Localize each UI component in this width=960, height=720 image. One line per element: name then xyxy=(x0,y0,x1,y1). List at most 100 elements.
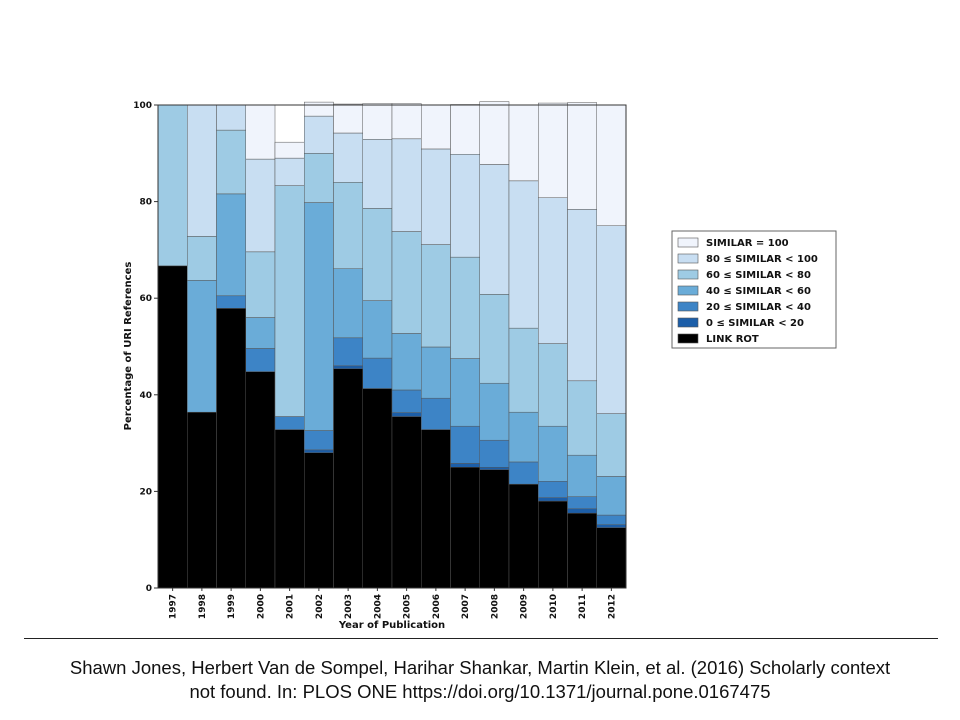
bar-segment-2003-s2 xyxy=(333,337,363,367)
bar-segment-2004-s2 xyxy=(362,357,393,389)
bar-segment-2007-s1 xyxy=(450,463,480,468)
bar-segment-2003-s5 xyxy=(333,132,363,183)
bar-segment-2002-s0 xyxy=(304,452,334,589)
bar-segment-1998-s4 xyxy=(187,236,217,281)
bar-segment-2004-s6 xyxy=(362,103,393,140)
bar-segment-2004-s4 xyxy=(362,208,393,301)
bar-segment-2001-s4 xyxy=(274,185,305,417)
bar-segment-2005-s0 xyxy=(391,416,422,589)
bar-segment-1997-s4 xyxy=(157,104,188,267)
figure-caption: Shawn Jones, Herbert Van de Sompel, Hari… xyxy=(0,656,960,704)
bar-segment-2009-s6 xyxy=(508,104,539,182)
y-axis-ticks: 0 20 40 60 80 100 xyxy=(133,101,158,594)
bar-segment-2004-s0 xyxy=(362,388,393,589)
bar-segment-2005-s2 xyxy=(391,389,422,413)
bar-segment-2011-s5 xyxy=(567,209,597,382)
y-tick-label: 80 xyxy=(139,198,152,208)
x-tick-label-2008: 2008 xyxy=(490,594,500,619)
bar-segment-2002-s5 xyxy=(304,115,334,154)
legend-label: SIMILAR = 100 xyxy=(706,238,789,249)
bar-segment-2003-s6 xyxy=(333,103,363,134)
legend: SIMILAR = 100 80 ≤ SIMILAR < 100 60 ≤ SIMI… xyxy=(671,230,837,349)
bar-segment-2000-s4 xyxy=(245,251,276,318)
bar-segment-2003-s3 xyxy=(333,268,363,339)
bar-segment-2010-s4 xyxy=(538,343,568,427)
plot-frame xyxy=(157,104,627,589)
bar-segment-2007-s0 xyxy=(450,467,480,589)
bar-segment-2008-s2 xyxy=(479,439,510,468)
bar-segment-2002-s4 xyxy=(304,153,334,203)
x-axis-ticks: 1997 1998 1999 2000 2001 2002 2003 2004 2005 2006… xyxy=(169,588,617,619)
bar-segment-2008-s3 xyxy=(479,382,510,441)
y-axis-title: Percentage of URI References xyxy=(123,262,134,431)
x-tick-label-2012: 2012 xyxy=(607,594,617,619)
bar-segment-2012-s1 xyxy=(596,524,627,528)
bar-segment-2006-s6 xyxy=(421,104,451,150)
y-tick-label: 0 xyxy=(146,584,152,594)
x-tick-label-2005: 2005 xyxy=(403,594,413,619)
bar-segment-1997-s0 xyxy=(157,265,188,589)
bar-segment-2005-s4 xyxy=(391,231,422,334)
bar-segment-2006-s5 xyxy=(421,148,451,245)
bar-segment-2000-s2 xyxy=(245,348,276,372)
bar-segment-2007-s5 xyxy=(450,154,480,258)
legend-label: 20 ≤ SIMILAR < 40 xyxy=(706,302,811,313)
bar-segment-2012-s6 xyxy=(596,104,627,226)
bar-segment-2012-s3 xyxy=(596,476,627,516)
bar-segment-1998-s3 xyxy=(187,280,217,413)
bar-segment-2012-s5 xyxy=(596,225,627,414)
caption-line-1: Shawn Jones, Herbert Van de Sompel, Hari… xyxy=(69,657,891,678)
bar-segment-2010-s6 xyxy=(538,102,568,198)
bar-segment-2003-s4 xyxy=(333,182,363,269)
caption-line-2: not found. In: PLOS ONE https://doi.org/… xyxy=(189,681,771,702)
bar-segment-2005-s5 xyxy=(391,138,422,232)
bar-segment-2004-s5 xyxy=(362,139,393,209)
bar-segment-2000-s0 xyxy=(245,371,276,589)
bar-segment-2002-s6 xyxy=(304,101,334,117)
bar-segment-2000-s3 xyxy=(245,317,276,349)
bar-segment-2006-s4 xyxy=(421,244,451,348)
bar-segment-2006-s3 xyxy=(421,346,451,399)
bar-segment-1999-s3 xyxy=(216,193,246,297)
bar-segment-2011-s3 xyxy=(567,454,597,497)
bar-segment-1998-s5 xyxy=(187,104,217,237)
legend-label: 80 ≤ SIMILAR < 100 xyxy=(706,254,818,265)
bar-segment-1998-s0 xyxy=(187,411,217,589)
legend-swatch xyxy=(677,333,699,344)
bar-segment-2001-s6 xyxy=(274,141,305,159)
bar-segment-2005-s6 xyxy=(391,103,422,140)
bar-segment-2008-s6 xyxy=(479,101,510,165)
legend-frame xyxy=(671,230,837,349)
bar-segment-2001-s0 xyxy=(274,429,305,589)
bar-segment-2007-s2 xyxy=(450,425,480,464)
bar-segment-2012-s0 xyxy=(596,527,627,589)
bar-segment-2000-s5 xyxy=(245,158,276,253)
y-tick-label: 60 xyxy=(139,294,152,304)
bar-segment-2011-s2 xyxy=(567,496,597,510)
legend-swatch xyxy=(677,253,699,264)
bar-segment-2007-s6 xyxy=(450,104,480,155)
bar-segment-2011-s1 xyxy=(567,508,597,514)
bar-segment-2010-s5 xyxy=(538,197,568,344)
bar-segment-1999-s0 xyxy=(216,308,246,589)
x-tick-label-2006: 2006 xyxy=(432,594,442,619)
x-tick-label-2001: 2001 xyxy=(286,594,296,619)
legend-label: 40 ≤ SIMILAR < 60 xyxy=(706,286,811,297)
bar-segment-1999-s4 xyxy=(216,129,246,195)
bar-segment-2010-s1 xyxy=(538,497,568,502)
bar-segment-2006-s0 xyxy=(421,429,451,589)
bar-segment-1999-s5 xyxy=(216,104,246,131)
bar-segment-2001-s5 xyxy=(274,157,305,186)
legend-swatch xyxy=(677,269,699,280)
bar-segment-2002-s2 xyxy=(304,430,334,451)
bar-segment-2008-s0 xyxy=(479,469,510,589)
bar-segment-2011-s6 xyxy=(567,102,597,210)
bar-segment-2010-s0 xyxy=(538,500,568,589)
caption-divider xyxy=(24,638,938,639)
bar-segment-2010-s3 xyxy=(538,425,568,482)
x-tick-label-2000: 2000 xyxy=(256,594,266,619)
x-tick-label-2007: 2007 xyxy=(461,594,471,619)
bar-segment-2011-s0 xyxy=(567,512,597,589)
bar-segment-1999-s2 xyxy=(216,295,246,309)
bar-segment-2010-s2 xyxy=(538,481,568,498)
